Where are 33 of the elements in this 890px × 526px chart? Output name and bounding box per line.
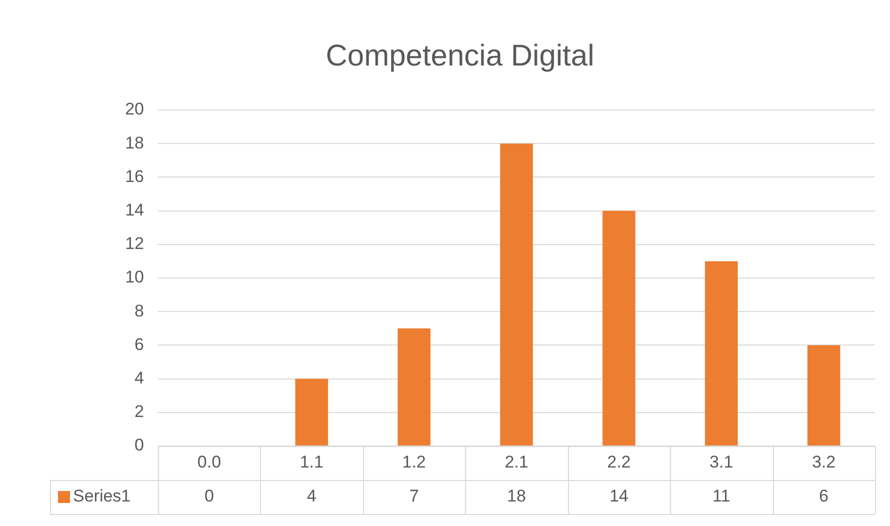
bar: [602, 210, 636, 446]
x-tick-label: 1.2: [402, 452, 426, 472]
data-label: 6: [819, 486, 829, 506]
x-tick-label: 2.1: [504, 452, 528, 472]
y-tick-label: 10: [125, 268, 144, 287]
bar: [704, 261, 738, 446]
y-tick-label: 8: [134, 301, 144, 320]
x-tick-label: 0.0: [197, 452, 222, 472]
legend-label: Series1: [73, 486, 131, 506]
bar: [398, 328, 430, 446]
y-tick-label: 14: [125, 200, 144, 220]
data-label: 4: [306, 486, 316, 506]
data-label: 7: [409, 486, 419, 506]
y-tick-label: 12: [125, 234, 144, 254]
y-tick-label: 6: [134, 334, 144, 354]
y-tick-label: 20: [125, 100, 144, 119]
y-tick-label: 2: [134, 402, 144, 422]
bar: [500, 144, 533, 446]
x-tick-label: 1.1: [300, 452, 324, 472]
bar: [807, 345, 840, 446]
data-label: 0: [204, 486, 214, 506]
data-label: 14: [609, 486, 628, 506]
x-tick-label: 2.2: [607, 452, 631, 472]
y-tick-label: 0: [134, 436, 144, 455]
chart-title: Competencia Digital: [326, 39, 594, 72]
bar: [295, 378, 328, 446]
data-label: 18: [507, 486, 526, 506]
x-tick-label: 3.1: [710, 452, 734, 472]
x-tick-label: 3.2: [812, 452, 836, 472]
y-tick-label: 4: [134, 368, 144, 388]
y-tick-label: 18: [125, 133, 144, 152]
y-tick-label: 16: [125, 166, 144, 186]
data-label: 11: [712, 486, 730, 506]
